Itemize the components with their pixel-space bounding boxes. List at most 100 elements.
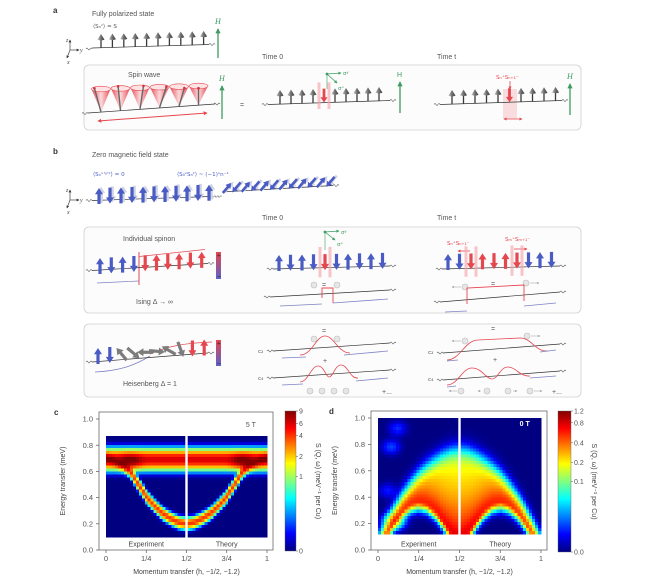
heatmap-cell xyxy=(165,489,170,493)
heatmap-cell xyxy=(493,466,498,471)
heatmap-cell xyxy=(526,427,530,431)
heatmap-cell xyxy=(496,427,501,431)
precession-tip xyxy=(116,85,120,88)
profile-baseline xyxy=(272,369,391,379)
heatmap-cell xyxy=(228,492,232,496)
heatmap-cell xyxy=(180,528,185,532)
heatmap-cell xyxy=(171,459,176,464)
heatmap-cell xyxy=(168,462,173,467)
heatmap-cell xyxy=(416,427,420,431)
chain-wavy-end xyxy=(85,360,93,364)
spin-arrow xyxy=(93,88,102,113)
heatmap-cell xyxy=(449,469,453,474)
heatmap-cell xyxy=(386,451,391,456)
heatmap-cell xyxy=(159,468,164,473)
heatmap-cell xyxy=(192,525,196,529)
heatmap-cell xyxy=(383,469,388,474)
heatmap-cell xyxy=(389,509,394,514)
heatmap-cell xyxy=(255,436,259,440)
heatmap-cell xyxy=(517,488,521,492)
heatmap-cell xyxy=(201,462,205,467)
heatmap-cell xyxy=(258,480,262,484)
heatmap-cell xyxy=(261,504,265,508)
sigma-y-label: σʸ xyxy=(341,230,347,236)
heatmap-cell xyxy=(437,418,441,422)
heatmap-cell xyxy=(126,465,131,470)
heatmap-cell xyxy=(460,518,465,523)
heatmap-cell xyxy=(186,436,190,440)
heatmap-cell xyxy=(246,453,250,458)
heatmap-cell xyxy=(407,488,412,492)
heatmap-cell xyxy=(216,447,220,452)
heatmap-cell xyxy=(428,430,432,434)
heatmap-cell xyxy=(389,503,394,508)
heatmap-cell xyxy=(237,533,241,538)
x-tick-label: 1 xyxy=(265,554,269,563)
heatmap-cell xyxy=(523,466,527,471)
heatmap-cell xyxy=(222,453,226,458)
heatmap-cell xyxy=(523,418,527,422)
heatmap-cell xyxy=(401,491,406,495)
heatmap-cell xyxy=(487,457,492,462)
spin-arrow xyxy=(309,254,318,271)
heatmap-cell xyxy=(532,424,536,428)
heatmap-cell xyxy=(431,521,435,526)
heatmap-cell xyxy=(129,501,134,505)
heatmap-cell xyxy=(401,451,406,456)
heatmap-cell xyxy=(174,450,179,455)
heatmap-cell xyxy=(407,418,412,422)
heatmap-cell xyxy=(210,495,214,499)
heatmap-cell xyxy=(428,424,432,428)
heatmap-cell xyxy=(446,485,450,489)
spin-arrow xyxy=(524,252,533,269)
heatmap-cell xyxy=(425,506,429,511)
heatmap-cell xyxy=(455,494,459,498)
colorbar-tick-label: 0.1 xyxy=(574,479,584,486)
heatmap-cell xyxy=(186,513,190,517)
heatmap-cell xyxy=(138,436,143,440)
heatmap-cell xyxy=(264,516,268,520)
heatmap-cell xyxy=(499,463,503,468)
heatmap-cell xyxy=(249,489,253,493)
heatmap-cell xyxy=(449,457,453,462)
heatmap-cell xyxy=(174,468,179,473)
heatmap-cell xyxy=(493,494,498,498)
heatmap-cell xyxy=(156,441,161,446)
heatmap-cell xyxy=(216,439,220,443)
heatmap-cell xyxy=(210,530,214,535)
heatmap-cell xyxy=(117,462,122,467)
heatmap-cell xyxy=(135,453,140,458)
heatmap-cell xyxy=(171,436,176,440)
heatmap-cell xyxy=(535,451,539,456)
heatmap-cell xyxy=(478,531,483,535)
heatmap-cell xyxy=(386,427,391,431)
y-tick-label: 1.0 xyxy=(83,415,93,424)
heatmap-cell xyxy=(156,439,161,443)
heatmap-cell xyxy=(204,441,208,446)
heatmap-cell xyxy=(228,507,232,511)
heatmap-cell xyxy=(141,516,146,520)
heatmap-cell xyxy=(472,460,477,465)
heatmap-cell xyxy=(526,518,530,523)
heatmap-cell xyxy=(478,476,483,480)
heatmap-cell xyxy=(165,439,170,443)
heatmap-cell xyxy=(201,474,205,479)
heatmap-cell xyxy=(198,528,202,532)
heatmap-cell xyxy=(398,418,403,422)
heatmap-cell xyxy=(219,489,223,493)
heatmap-cell xyxy=(204,480,208,484)
heatmap-cell xyxy=(234,486,238,490)
heatmap-cell xyxy=(165,465,170,470)
heatmap-cell xyxy=(440,430,444,434)
heatmap-cell xyxy=(386,418,391,422)
heatmap-cell xyxy=(446,506,450,511)
heatmap-cell xyxy=(204,492,208,496)
heatmap-cell xyxy=(455,491,459,495)
heatmap-cell xyxy=(383,515,388,520)
heatmap-cell xyxy=(378,503,382,508)
heatmap-cell xyxy=(437,485,441,489)
heatmap-cell xyxy=(493,430,498,434)
heatmap-cell xyxy=(440,466,444,471)
heatmap-cell xyxy=(401,439,406,443)
heatmap-cell xyxy=(213,468,217,473)
